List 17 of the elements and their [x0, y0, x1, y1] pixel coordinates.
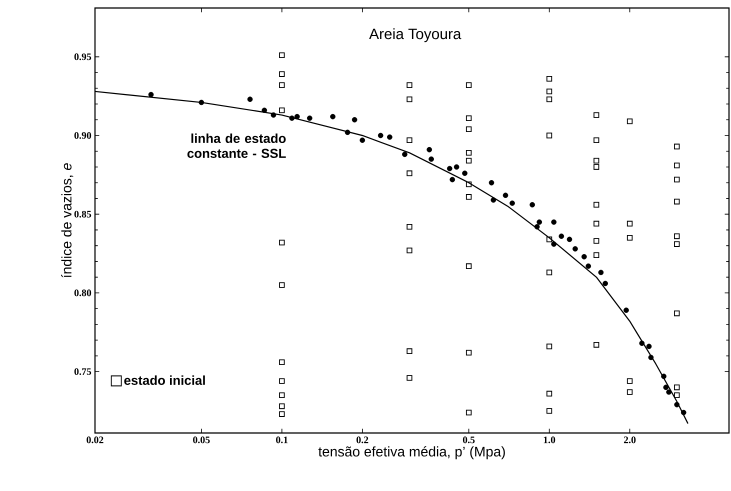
x-tick-label: 2.0	[624, 436, 636, 444]
y-axis-title: índice de vazios, e	[61, 163, 74, 278]
y-tick-label: 0.90	[74, 132, 92, 139]
x-tick-label: 0.05	[193, 436, 210, 444]
legend-label: estado inicial	[124, 375, 205, 385]
x-tick-label: 0.1	[276, 436, 288, 444]
x-tick-label: 1.0	[544, 436, 556, 444]
y-tick-label: 0.80	[74, 290, 92, 296]
series-label: linha de estado constante - SSL	[187, 133, 286, 158]
y-tick-label: 0.85	[74, 210, 92, 218]
x-axis-title: tensão efetiva média, p’ (Mpa)	[318, 446, 505, 460]
text: Areia Toyoura	[369, 28, 462, 42]
x-tick-label: 0.2	[356, 436, 368, 444]
x-tick-label: 0.02	[86, 436, 104, 444]
x-tick-label: 0.5	[462, 436, 475, 444]
y-tick-label: 0.95	[74, 53, 92, 60]
y-tick-label: 0.75	[74, 368, 92, 375]
